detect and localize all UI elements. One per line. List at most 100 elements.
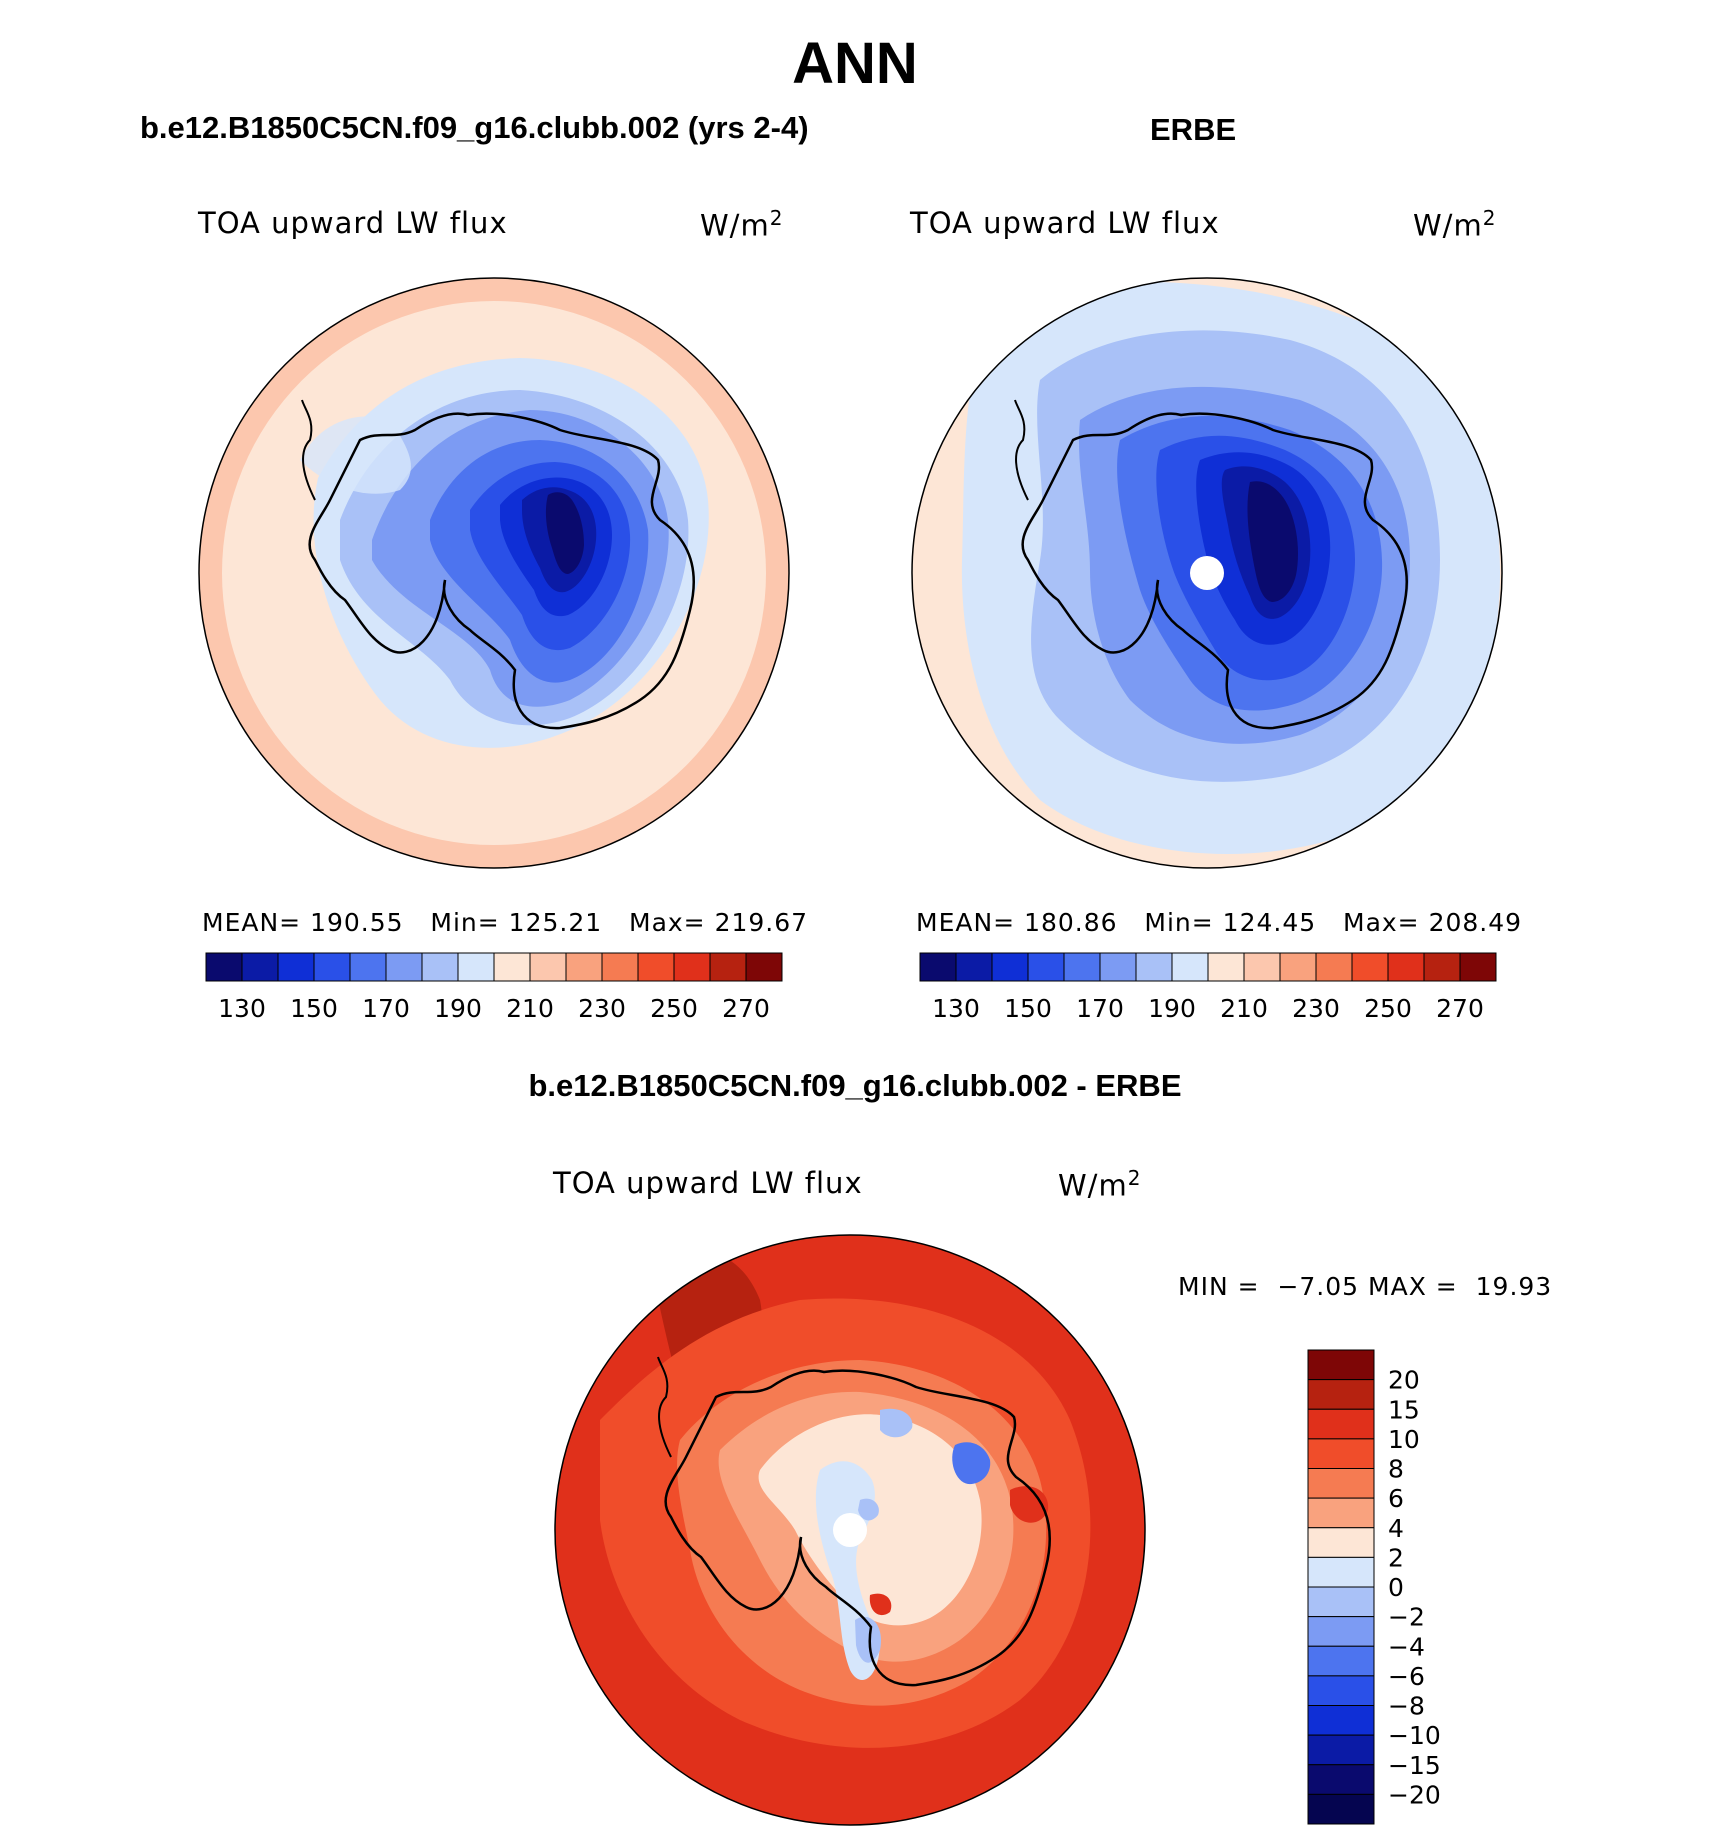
panel3-colorbar-tick-label: 6 <box>1388 1484 1404 1513</box>
panel3-colorbar-swatch <box>1307 1734 1375 1766</box>
panel3-colorbar-tick-label: −4 <box>1388 1632 1425 1661</box>
panel3-coastline <box>664 1369 1051 1687</box>
panel2-units-label: W/m2 <box>1413 206 1497 243</box>
panel1-colorbar-tick-label: 170 <box>362 994 410 1023</box>
panel1-stats: MEAN= 190.55 Min= 125.21 Max= 219.67 <box>202 908 809 937</box>
panel3-colorbar-swatch <box>1307 1764 1375 1795</box>
panel1-colorbar-swatch <box>349 952 387 982</box>
panel2-coastline <box>1021 412 1408 730</box>
panel-model-title: b.e12.B1850C5CN.f09_g16.clubb.002 (yrs 2… <box>140 110 809 145</box>
panel1-peninsula <box>301 399 316 501</box>
panel2-colorbar-tick-label: 250 <box>1364 994 1412 1023</box>
panel3-colorbar-swatch <box>1307 1675 1375 1706</box>
panel3-pole-mask <box>833 1513 867 1547</box>
panel3-stats: MIN = −7.05 MAX = 19.93 <box>1178 1272 1553 1301</box>
panel3-map-border <box>554 1234 1146 1826</box>
panel3-colorbar-swatch <box>1307 1793 1375 1825</box>
panel1-colorbar-swatch <box>205 952 243 982</box>
panel3-colorbar-tick-label: −6 <box>1388 1662 1425 1691</box>
page-title: ANN <box>792 31 918 96</box>
panel1-colorbar-swatch <box>673 952 711 982</box>
panel2-map <box>912 278 1502 868</box>
panel1-colorbar-tick-label: 190 <box>434 994 482 1023</box>
panel3-colorbar-swatch <box>1307 1645 1375 1677</box>
panel3-colorbar-tick-label: 0 <box>1388 1573 1404 1602</box>
panel3-colorbar-swatch <box>1307 1349 1375 1381</box>
panel2-pole-mask <box>1190 556 1224 590</box>
panel3-variable-label: TOA upward LW flux <box>553 1166 863 1200</box>
panel2-colorbar-swatch <box>1243 952 1281 982</box>
panel3-colorbar-swatch <box>1307 1497 1375 1529</box>
panel2-colorbar-swatch <box>1315 952 1353 982</box>
panel1-colorbar-swatch <box>601 952 639 982</box>
panel2-colorbar-swatch <box>919 952 957 982</box>
panel2-colorbar-tick-label: 210 <box>1220 994 1268 1023</box>
panel1-colorbar-swatch <box>277 952 315 982</box>
panel2-colorbar-swatch <box>1387 952 1425 982</box>
panel2-map-border <box>911 277 1503 869</box>
panel1-colorbar-swatch <box>637 952 675 982</box>
panel2-colorbar-tick-label: 190 <box>1148 994 1196 1023</box>
panel1-colorbar-swatch <box>421 952 459 982</box>
panel3-peninsula <box>657 1356 672 1458</box>
panel2-colorbar-swatch <box>991 952 1029 982</box>
panel3-colorbar-swatch <box>1307 1705 1375 1736</box>
panel3-colorbar-tick-label: 8 <box>1388 1455 1404 1484</box>
panel2-colorbar-tick-label: 130 <box>932 994 980 1023</box>
panel3-colorbar-tick-label: −15 <box>1388 1751 1441 1780</box>
panel3-colorbar-swatch <box>1307 1556 1375 1588</box>
panel2-stats: MEAN= 180.86 Min= 124.45 Max= 208.49 <box>916 908 1523 937</box>
panel2-colorbar-swatch <box>1423 952 1461 982</box>
panel3-units-label: W/m2 <box>1058 1166 1142 1203</box>
panel1-colorbar-swatch <box>529 952 567 982</box>
panel3-colorbar-swatch <box>1307 1468 1375 1499</box>
panel1-colorbar-swatch <box>313 952 351 982</box>
panel1-units-label: W/m2 <box>700 206 784 243</box>
panel1-colorbar-swatch <box>385 952 423 982</box>
panel1-colorbar-tick-label: 250 <box>650 994 698 1023</box>
panel3-colorbar-tick-label: −10 <box>1388 1721 1441 1750</box>
panel2-variable-label: TOA upward LW flux <box>910 206 1220 240</box>
panel1-coastline <box>308 412 695 730</box>
panel1-map <box>199 278 789 868</box>
panel2-peninsula <box>1014 399 1029 501</box>
panel1-colorbar-swatch <box>457 952 495 982</box>
panel2-colorbar-swatch <box>1171 952 1209 982</box>
panel3-colorbar-tick-label: 20 <box>1388 1366 1420 1395</box>
panel2-colorbar-swatch <box>1063 952 1101 982</box>
panel-obs-title: ERBE <box>1150 112 1237 147</box>
panel2-colorbar-swatch <box>1099 952 1137 982</box>
panel3-colorbar-swatch <box>1307 1616 1375 1647</box>
panel3-colorbar-swatch <box>1307 1527 1375 1558</box>
panel3-colorbar-swatch <box>1307 1408 1375 1440</box>
panel2-colorbar-swatch <box>1027 952 1065 982</box>
panel3-colorbar-tick-label: −2 <box>1388 1603 1425 1632</box>
panel3-colorbar-tick-label: −8 <box>1388 1692 1425 1721</box>
panel1-colorbar-tick-label: 130 <box>218 994 266 1023</box>
panel2-colorbar-swatch <box>1459 952 1497 982</box>
panel2-colorbar-swatch <box>1351 952 1389 982</box>
panel2-colorbar-swatch <box>1279 952 1317 982</box>
panel1-colorbar: 130 150 170 190 210 230 250 270 <box>205 952 783 1023</box>
panel1-colorbar-tick-label: 150 <box>290 994 338 1023</box>
panel1-map-border <box>198 277 790 869</box>
panel2-colorbar: 130 150 170 190 210 230 250 270 <box>919 952 1497 1023</box>
panel1-colorbar-tick-label: 210 <box>506 994 554 1023</box>
panel2-colorbar-swatch <box>955 952 993 982</box>
panel3-colorbar-swatch <box>1307 1586 1375 1618</box>
panel3-colorbar-tick-label: 15 <box>1388 1395 1420 1424</box>
panel1-colorbar-swatch <box>493 952 531 982</box>
panel2-colorbar-tick-label: 230 <box>1292 994 1340 1023</box>
panel2-colorbar-swatch <box>1207 952 1245 982</box>
panel2-colorbar-tick-label: 150 <box>1004 994 1052 1023</box>
panel2-colorbar-tick-label: 270 <box>1436 994 1484 1023</box>
panel3-colorbar-tick-label: −20 <box>1388 1780 1441 1809</box>
panel3-colorbar-swatch <box>1307 1438 1375 1469</box>
panel1-colorbar-swatch <box>709 952 747 982</box>
panel1-colorbar-tick-label: 230 <box>578 994 626 1023</box>
panel1-variable-label: TOA upward LW flux <box>198 206 508 240</box>
panel3-colorbar-tick-label: 4 <box>1388 1514 1404 1543</box>
panel1-colorbar-swatch <box>241 952 279 982</box>
